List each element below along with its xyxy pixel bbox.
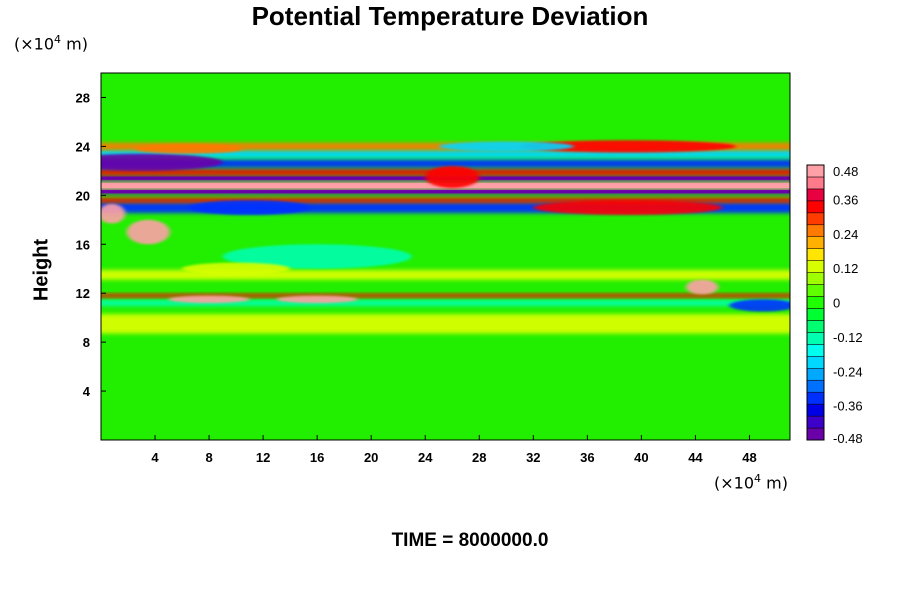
y-tick-label: 4 xyxy=(83,384,91,399)
x-tick-label: 40 xyxy=(634,450,648,465)
colorbar-tick-label: 0.12 xyxy=(833,261,858,276)
colorbar-tick-label: -0.24 xyxy=(833,364,863,379)
y-unit-exponent: 4 xyxy=(54,33,62,46)
x-tick-label: 20 xyxy=(364,450,378,465)
x-unit-prefix: (×10 xyxy=(714,473,755,493)
colorbar-tick-label: 0 xyxy=(833,296,840,311)
blob-12 xyxy=(222,244,412,269)
colorbar-tick-label: -0.48 xyxy=(833,431,863,446)
band-1 xyxy=(101,299,790,307)
colorbar-segment xyxy=(806,379,825,393)
y-unit-suffix: m) xyxy=(61,34,88,54)
band-5 xyxy=(101,197,790,203)
blob-10 xyxy=(685,279,719,295)
plot-frame xyxy=(100,72,791,441)
colorbar-segment xyxy=(806,356,825,369)
colorbar-segment xyxy=(806,284,825,297)
colorbar-frame xyxy=(806,164,825,441)
colorbar-segment xyxy=(806,344,825,357)
band-3 xyxy=(101,269,790,280)
colorbar-segment xyxy=(806,176,825,190)
band-11 xyxy=(101,149,790,159)
y-tick-label: 28 xyxy=(76,90,90,105)
x-tick-label: 44 xyxy=(688,450,703,465)
colorbar-segment xyxy=(806,332,825,345)
colorbar-segment xyxy=(806,391,825,405)
x-axis: 4 8 12 16 20 24 28 32 36 40 44 48 xyxy=(151,435,757,465)
blob-8 xyxy=(168,295,250,303)
colorbar-segment xyxy=(806,188,825,202)
heatmap-field xyxy=(101,140,790,334)
blob-11 xyxy=(729,299,790,312)
colorbar-segment xyxy=(806,212,825,226)
x-unit-exponent: 4 xyxy=(754,472,762,485)
band-10 xyxy=(101,159,790,168)
blob-1 xyxy=(134,143,243,154)
band-4 xyxy=(101,202,790,214)
colorbar-segment xyxy=(806,368,825,381)
colorbar-tick-label: -0.36 xyxy=(833,399,863,414)
plot-background xyxy=(101,73,790,440)
x-tick-label: 16 xyxy=(310,450,324,465)
y-tick-label: 16 xyxy=(76,237,90,252)
blob-5 xyxy=(519,140,736,153)
colorbar-segment xyxy=(806,236,825,249)
x-axis-unit: (×104 m) xyxy=(714,472,788,492)
time-label: TIME = 8000000.0 xyxy=(391,530,549,551)
colorbar-segment xyxy=(806,164,825,178)
band-2 xyxy=(101,293,790,298)
blob-2 xyxy=(188,200,311,215)
x-tick-label: 36 xyxy=(580,450,594,465)
colorbar-tick-label: 0.24 xyxy=(833,227,858,242)
y-axis-unit: (×104 m) xyxy=(14,33,88,53)
y-axis: 4 8 12 16 20 24 28 xyxy=(76,90,106,399)
colorbar-tick-label: -0.12 xyxy=(833,330,863,345)
x-tick-label: 12 xyxy=(256,450,270,465)
blob-0 xyxy=(101,153,223,171)
colorbar-segment xyxy=(806,427,825,441)
colorbar: 0.48 0.36 0.24 0.12 0 -0.12 -0.24 -0.36 -0.48 xyxy=(806,164,863,446)
colorbar-segment xyxy=(806,415,825,429)
band-0 xyxy=(101,313,790,334)
x-tick-label: 48 xyxy=(742,450,756,465)
x-unit-suffix: m) xyxy=(761,473,788,493)
colorbar-segment xyxy=(806,403,825,417)
y-tick-label: 8 xyxy=(83,335,90,350)
colorbar-segment xyxy=(806,272,825,285)
blob-7 xyxy=(438,141,574,152)
blob-3 xyxy=(126,219,170,245)
blob-9 xyxy=(276,295,358,303)
x-tick-label: 8 xyxy=(205,450,212,465)
blob-13 xyxy=(425,165,480,188)
colorbar-segment xyxy=(806,224,825,237)
colorbar-segment xyxy=(806,308,825,321)
colorbar-tick-label: 0.48 xyxy=(833,164,858,179)
y-tick-label: 24 xyxy=(76,139,91,154)
x-tick-label: 4 xyxy=(151,450,159,465)
colorbar-segment xyxy=(806,200,825,214)
blob-6 xyxy=(533,200,723,215)
colorbar-segment xyxy=(806,248,825,261)
colorbar-segment xyxy=(806,320,825,333)
x-tick-label: 28 xyxy=(472,450,486,465)
x-tick-label: 24 xyxy=(418,450,433,465)
x-tick-label: 32 xyxy=(526,450,540,465)
y-tick-label: 12 xyxy=(76,286,90,301)
y-tick-label: 20 xyxy=(76,188,90,203)
blob-14 xyxy=(182,262,291,275)
y-unit-prefix: (×10 xyxy=(14,34,55,54)
colorbar-segment xyxy=(806,296,825,309)
colorbar-segment xyxy=(806,260,825,273)
chart-title: Potential Temperature Deviation xyxy=(251,1,649,31)
band-core-0 xyxy=(101,190,790,194)
blob-4 xyxy=(101,203,126,224)
plot-area xyxy=(101,73,790,440)
colorbar-tick-label: 0.36 xyxy=(833,192,858,207)
